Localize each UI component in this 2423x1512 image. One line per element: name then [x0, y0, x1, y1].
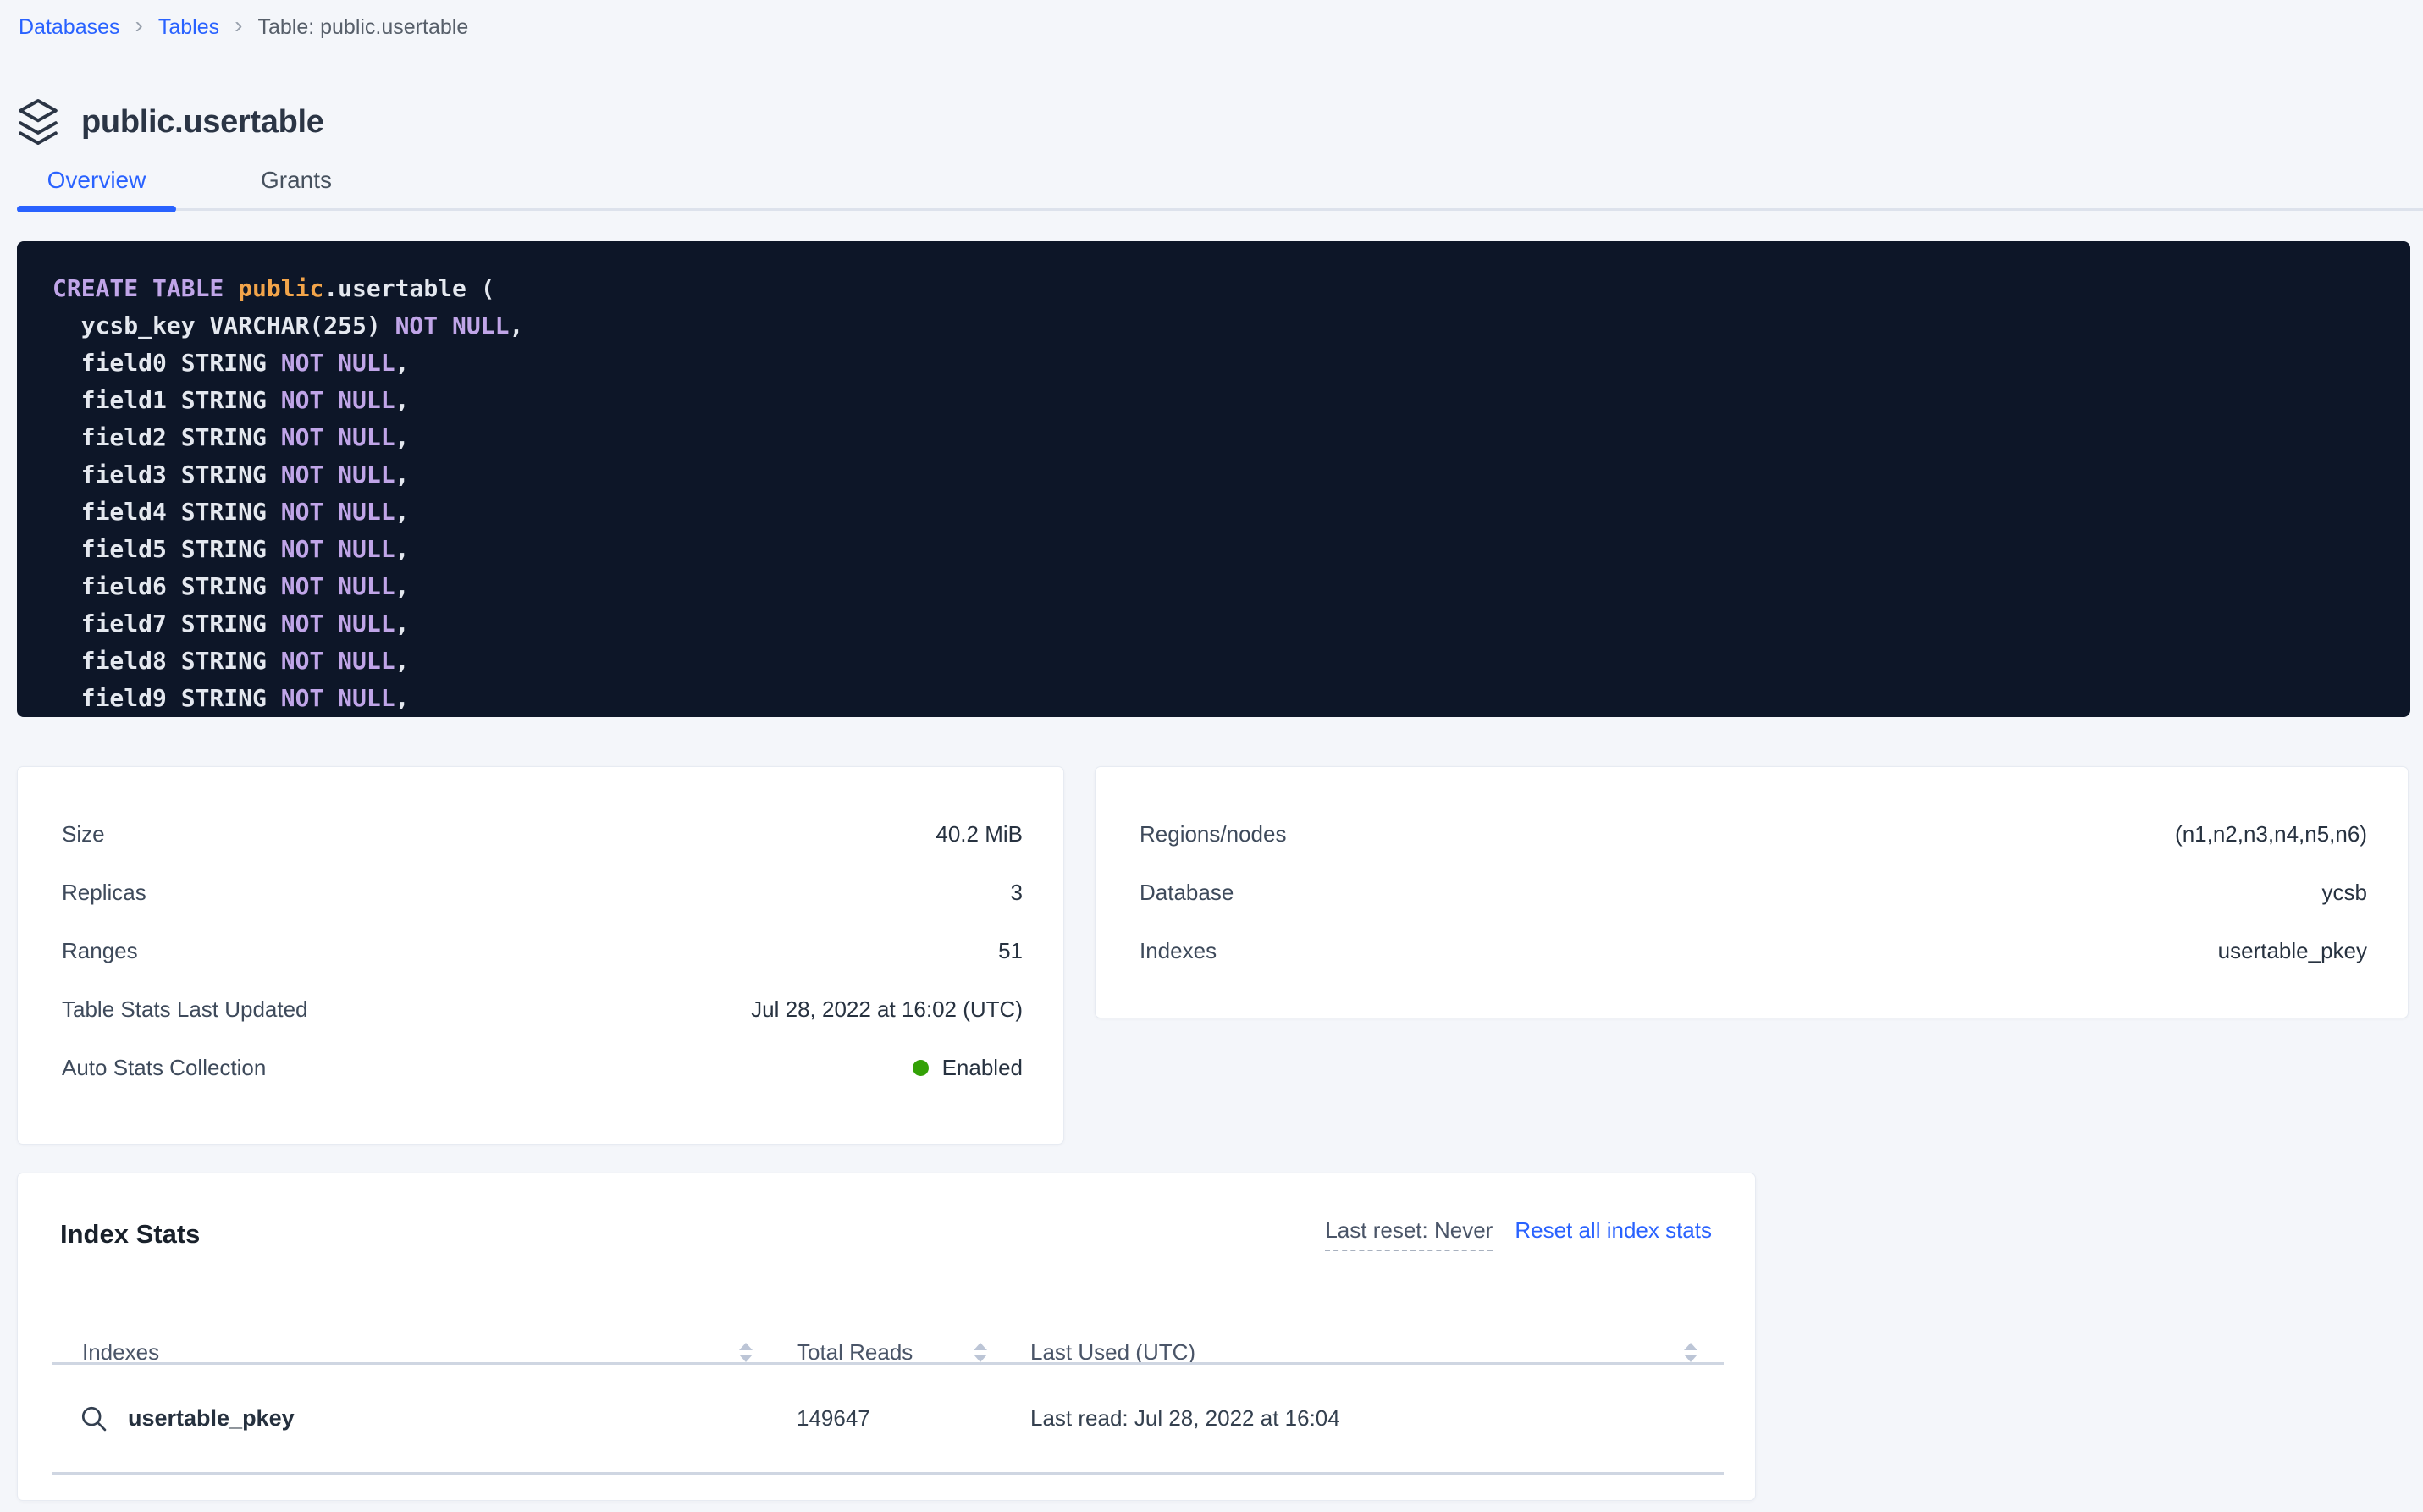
sql-code-line: field3 STRING NOT NULL, — [52, 461, 410, 488]
stat-row-ranges: Ranges 51 — [18, 922, 1063, 980]
index-stats-title: Index Stats — [60, 1219, 201, 1249]
index-stats-header: Index Stats Last reset: Never Reset all … — [60, 1216, 1712, 1253]
table-details-card: Size 40.2 MiB Replicas 3 Ranges 51 Table… — [17, 766, 1064, 1145]
index-name-cell[interactable]: usertable_pkey — [79, 1365, 295, 1472]
stat-label: Ranges — [62, 938, 138, 963]
index-stats-controls: Last reset: Never Reset all index stats — [1325, 1217, 1712, 1251]
reset-index-stats-link[interactable]: Reset all index stats — [1515, 1217, 1712, 1243]
status-dot-icon — [912, 1060, 929, 1076]
stat-label: Auto Stats Collection — [62, 1055, 267, 1080]
chevron-right-icon: › — [135, 12, 143, 38]
index-stats-card: Index Stats Last reset: Never Reset all … — [17, 1173, 1756, 1501]
sql-code-line: field5 STRING NOT NULL, — [52, 535, 410, 563]
stat-row-stats-updated: Table Stats Last Updated Jul 28, 2022 at… — [18, 980, 1063, 1039]
table-location-card: Regions/nodes (n1,n2,n3,n4,n5,n6) Databa… — [1095, 766, 2409, 1018]
sql-code-line: field0 STRING NOT NULL, — [52, 349, 410, 377]
sql-code-line: field8 STRING NOT NULL, — [52, 647, 410, 675]
sql-code-line: field4 STRING NOT NULL, — [52, 498, 410, 526]
stat-value: 3 — [1010, 880, 1023, 905]
last-used-cell: Last read: Jul 28, 2022 at 16:04 — [1030, 1405, 1340, 1431]
stat-value: usertable_pkey — [2217, 938, 2367, 963]
stat-row-replicas: Replicas 3 — [18, 864, 1063, 922]
stat-row-database: Database ycsb — [1096, 864, 2408, 922]
sql-code-line: field6 STRING NOT NULL, — [52, 572, 410, 600]
breadcrumb-current: Table: public.usertable — [257, 14, 469, 39]
breadcrumb: Databases › Tables › Table: public.usert… — [19, 10, 468, 44]
table-header-divider — [52, 1362, 1724, 1365]
create-table-sql-block: CREATE TABLE public.usertable ( ycsb_key… — [17, 241, 2410, 717]
sql-code-line: field1 STRING NOT NULL, — [52, 386, 410, 414]
page-header: public.usertable — [17, 95, 324, 149]
tab-bar: Overview Grants — [0, 157, 2423, 212]
sql-code-line: ycsb_key VARCHAR(255) NOT NULL, — [52, 312, 524, 339]
column-header-last-used[interactable]: Last Used (UTC) — [1030, 1338, 1196, 1365]
stat-label: Regions/nodes — [1140, 821, 1287, 847]
breadcrumb-link-databases[interactable]: Databases — [19, 14, 120, 39]
column-header-indexes[interactable]: Indexes — [82, 1338, 160, 1365]
index-name[interactable]: usertable_pkey — [128, 1405, 295, 1431]
stat-label: Database — [1140, 880, 1234, 905]
sql-code-line: field2 STRING NOT NULL, — [52, 423, 410, 451]
column-header-total-reads[interactable]: Total Reads — [797, 1338, 913, 1365]
active-tab-indicator — [17, 206, 176, 212]
page-title: public.usertable — [81, 103, 324, 140]
total-reads-cell: 149647 — [797, 1405, 870, 1431]
sql-code-line: field7 STRING NOT NULL, — [52, 610, 410, 637]
table-row-divider — [52, 1472, 1724, 1475]
stat-row-size: Size 40.2 MiB — [18, 805, 1063, 864]
stat-label: Table Stats Last Updated — [62, 996, 308, 1022]
breadcrumb-link-tables[interactable]: Tables — [157, 14, 220, 39]
status-text: Enabled — [941, 1055, 1023, 1080]
search-icon — [81, 1406, 107, 1431]
sort-icon[interactable] — [1684, 1322, 1697, 1382]
stat-value: Jul 28, 2022 at 16:02 (UTC) — [751, 996, 1023, 1022]
table-row: usertable_pkey 149647 Last read: Jul 28,… — [18, 1365, 1755, 1472]
sort-icon[interactable] — [974, 1322, 987, 1382]
sort-icon[interactable] — [739, 1322, 753, 1382]
chevron-right-icon: › — [235, 12, 243, 38]
status-badge: Enabled — [912, 1055, 1023, 1081]
stat-label: Replicas — [62, 880, 146, 905]
stat-row-indexes: Indexes usertable_pkey — [1096, 922, 2408, 980]
stat-value: 40.2 MiB — [936, 821, 1023, 847]
index-table-header-row: Indexes Total Reads Last Used (UTC) — [18, 1322, 1755, 1382]
tab-overview[interactable]: Overview — [47, 167, 146, 193]
stat-value: (n1,n2,n3,n4,n5,n6) — [2175, 821, 2367, 847]
stat-label: Indexes — [1140, 938, 1217, 963]
last-reset-label[interactable]: Last reset: Never — [1325, 1217, 1493, 1251]
stat-row-regions: Regions/nodes (n1,n2,n3,n4,n5,n6) — [1096, 805, 2408, 864]
stat-value: ycsb — [2321, 880, 2367, 905]
sql-code-line: field9 STRING NOT NULL, — [52, 684, 410, 712]
stat-label: Size — [62, 821, 105, 847]
stat-row-auto-stats: Auto Stats Collection Enabled — [18, 1039, 1063, 1097]
stat-value: 51 — [998, 938, 1023, 963]
sql-code-line: CREATE TABLE public.usertable ( — [52, 274, 495, 302]
layers-icon — [19, 99, 58, 145]
tab-grants[interactable]: Grants — [260, 167, 333, 193]
tab-bar-divider — [17, 208, 2423, 211]
